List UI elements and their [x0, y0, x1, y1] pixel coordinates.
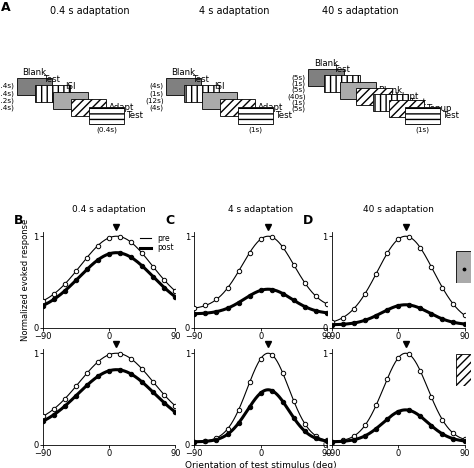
Text: (0.4s): (0.4s) [96, 126, 117, 133]
Text: 40 s adaptation: 40 s adaptation [322, 6, 399, 15]
Text: 0.4 s adaptation: 0.4 s adaptation [50, 6, 129, 15]
Text: Adapt: Adapt [258, 103, 283, 112]
Text: Test: Test [276, 110, 293, 120]
Text: Test: Test [127, 110, 144, 120]
Text: (1s): (1s) [249, 126, 263, 133]
Bar [166, 78, 201, 95]
Text: (4s): (4s) [149, 105, 164, 111]
Text: Test: Test [334, 65, 350, 74]
Text: Test: Test [193, 75, 210, 84]
Text: (1s): (1s) [149, 90, 164, 96]
Text: C: C [165, 214, 174, 227]
Title: 0.4 s adaptation: 0.4 s adaptation [72, 205, 146, 214]
Text: D: D [302, 214, 313, 227]
Text: A: A [1, 1, 10, 14]
Text: Blank: Blank [378, 86, 402, 95]
Bar [17, 78, 52, 95]
Text: ISI: ISI [214, 82, 225, 91]
Bar [35, 85, 70, 102]
Bar [324, 75, 360, 92]
Title: 4 s adaptation: 4 s adaptation [228, 205, 293, 214]
Bar [53, 92, 88, 109]
Bar [389, 101, 424, 117]
Text: Test: Test [44, 75, 61, 84]
Title: 40 s adaptation: 40 s adaptation [363, 205, 434, 214]
Text: ISI: ISI [65, 82, 76, 91]
Y-axis label: Normalized evoked response: Normalized evoked response [21, 219, 30, 341]
Text: B: B [13, 214, 23, 227]
Bar [308, 69, 344, 86]
Bar [238, 107, 273, 124]
Text: (0.4s): (0.4s) [0, 90, 14, 96]
Bar [356, 88, 392, 105]
Text: Topup: Topup [427, 104, 452, 113]
Text: (1s): (1s) [416, 126, 429, 133]
Text: (40s): (40s) [287, 93, 306, 100]
Legend: pre, post: pre, post [140, 234, 174, 252]
Text: (1.2s): (1.2s) [0, 97, 14, 104]
Text: (1s): (1s) [292, 99, 306, 106]
Text: (4s): (4s) [149, 83, 164, 89]
Text: Adapt: Adapt [394, 92, 420, 101]
Text: Test: Test [410, 98, 428, 107]
Text: (5s): (5s) [292, 87, 306, 93]
Bar [220, 99, 255, 116]
Text: Test: Test [443, 110, 460, 120]
Text: (0.4s): (0.4s) [0, 83, 14, 89]
Bar [405, 107, 440, 124]
Text: 4 s adaptation: 4 s adaptation [199, 6, 270, 15]
Bar [184, 85, 219, 102]
X-axis label: Orientation of test stimulus (deg): Orientation of test stimulus (deg) [185, 461, 337, 468]
Text: Adapt: Adapt [109, 103, 134, 112]
Bar [202, 92, 237, 109]
Text: (12s): (12s) [145, 97, 164, 104]
Bar [340, 81, 376, 98]
Text: (5s): (5s) [292, 106, 306, 112]
Text: Blank: Blank [314, 59, 338, 68]
Text: Blank: Blank [22, 67, 46, 77]
Text: Blank: Blank [172, 67, 196, 77]
Text: (1s): (1s) [292, 80, 306, 87]
Bar [373, 94, 408, 111]
Text: (5s): (5s) [292, 74, 306, 81]
Bar [71, 99, 106, 116]
Bar [89, 107, 124, 124]
Text: (0.4s): (0.4s) [0, 105, 14, 111]
